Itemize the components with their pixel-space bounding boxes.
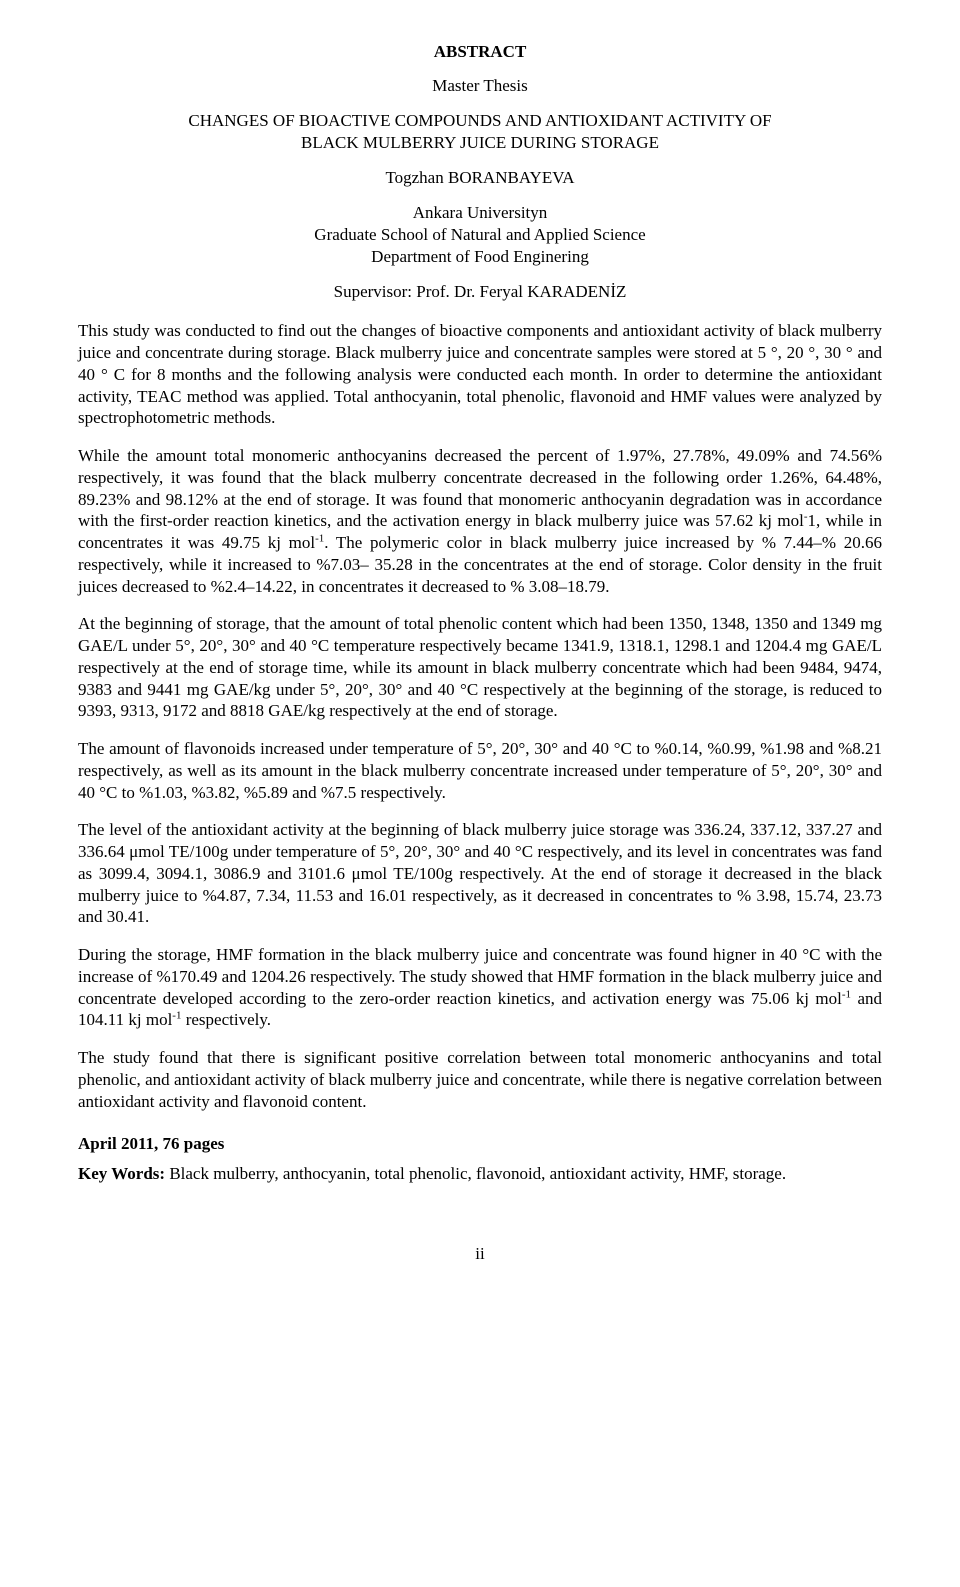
paragraph-anthocyanin: While the amount total monomeric anthocy… xyxy=(78,445,882,597)
paragraph-antioxidant: The level of the antioxidant activity at… xyxy=(78,819,882,928)
affiliation: Ankara Universityn Graduate School of Na… xyxy=(78,202,882,268)
affil-line-2: Graduate School of Natural and Applied S… xyxy=(314,225,645,244)
paragraph-hmf: During the storage, HMF formation in the… xyxy=(78,944,882,1031)
title-line-1: CHANGES OF BIOACTIVE COMPOUNDS AND ANTIO… xyxy=(188,111,771,130)
superscript: -1 xyxy=(315,533,324,545)
paragraph-intro: This study was conducted to find out the… xyxy=(78,320,882,429)
author-name: Togzhan BORANBAYEVA xyxy=(78,168,882,188)
supervisor-line: Supervisor: Prof. Dr. Feryal KARADENİZ xyxy=(78,282,882,302)
affil-line-3: Department of Food Enginering xyxy=(371,247,589,266)
thesis-subtitle: Master Thesis xyxy=(78,76,882,96)
keywords-text: Black mulberry, anthocyanin, total pheno… xyxy=(169,1164,786,1183)
keywords-line: Key Words: Black mulberry, anthocyanin, … xyxy=(78,1164,882,1184)
paragraph-correlation: The study found that there is significan… xyxy=(78,1047,882,1112)
page-number: ii xyxy=(78,1244,882,1264)
paper-title: CHANGES OF BIOACTIVE COMPOUNDS AND ANTIO… xyxy=(78,110,882,154)
paragraph-phenolic: At the beginning of storage, that the am… xyxy=(78,613,882,722)
p2-segment-a: While the amount total monomeric anthocy… xyxy=(78,446,882,530)
p6-segment-a: During the storage, HMF formation in the… xyxy=(78,945,882,1008)
superscript: -1 xyxy=(842,988,851,1000)
abstract-label: ABSTRACT xyxy=(78,42,882,62)
keywords-label: Key Words: xyxy=(78,1164,169,1183)
p6-segment-c: respectively. xyxy=(181,1010,271,1029)
paragraph-flavonoid: The amount of flavonoids increased under… xyxy=(78,738,882,803)
date-pages: April 2011, 76 pages xyxy=(78,1134,882,1154)
affil-line-1: Ankara Universityn xyxy=(413,203,548,222)
title-line-2: BLACK MULBERRY JUICE DURING STORAGE xyxy=(301,133,659,152)
